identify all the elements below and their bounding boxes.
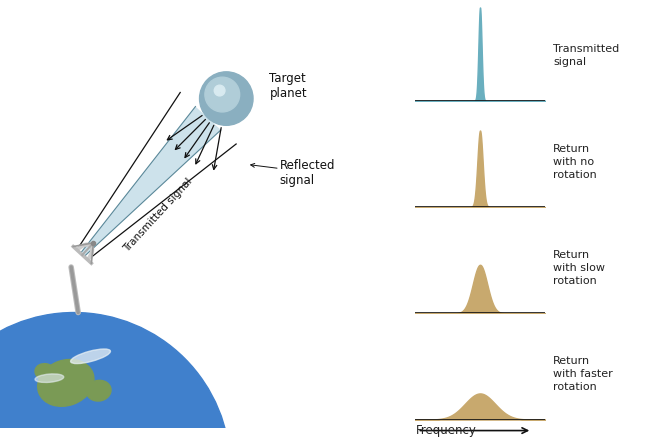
Circle shape [199,72,253,125]
Text: Transmitted
signal: Transmitted signal [553,44,619,67]
Circle shape [214,85,225,96]
Text: Return
with no
rotation: Return with no rotation [553,143,597,180]
Text: Reflected
signal: Reflected signal [280,159,335,186]
Text: Transmitted signal: Transmitted signal [122,176,195,254]
Ellipse shape [37,360,94,406]
Text: Frequency: Frequency [416,424,477,437]
Polygon shape [80,107,221,257]
Text: Target
planet: Target planet [270,72,307,100]
Text: Return
with slow
rotation: Return with slow rotation [553,250,605,286]
Ellipse shape [35,364,56,380]
Ellipse shape [86,381,111,401]
Ellipse shape [71,349,110,364]
Text: Return
with faster
rotation: Return with faster rotation [553,356,613,392]
Circle shape [0,313,230,444]
Ellipse shape [35,374,64,382]
Circle shape [205,77,240,112]
